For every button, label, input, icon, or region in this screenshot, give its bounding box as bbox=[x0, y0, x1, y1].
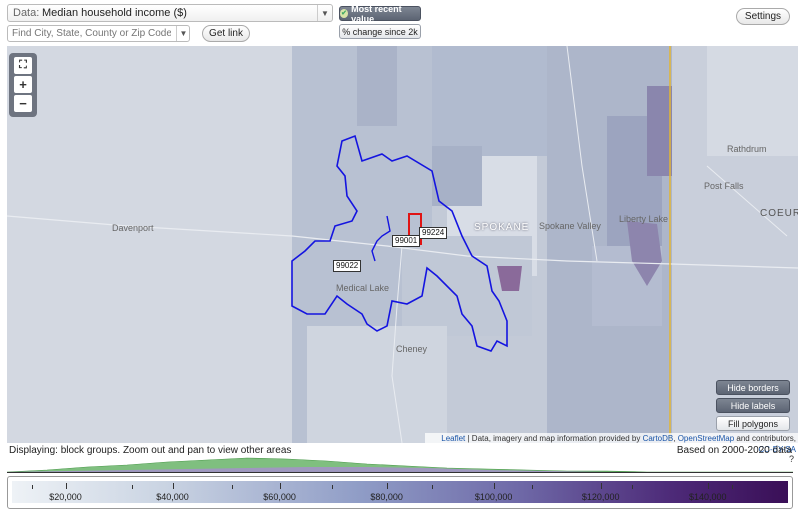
legend-tick bbox=[493, 483, 495, 489]
legend-gradient bbox=[12, 481, 788, 503]
map-attribution: Leaflet | Data, imagery and map informat… bbox=[425, 433, 798, 454]
legend-minor-tick bbox=[332, 485, 333, 489]
zip-label-99224[interactable]: 99224 bbox=[419, 227, 448, 239]
map-label-medical-lake: Medical Lake bbox=[336, 283, 390, 293]
zoom-control: ⛶ + − bbox=[9, 53, 37, 117]
fill-polygons-button[interactable]: Fill polygons bbox=[716, 416, 790, 431]
legend-minor-tick bbox=[632, 485, 633, 489]
help-icon[interactable]: ? bbox=[789, 454, 795, 464]
legend-minor-tick bbox=[232, 485, 233, 489]
legend-tick bbox=[386, 483, 388, 489]
zoom-out-button[interactable]: − bbox=[14, 95, 32, 112]
attribution-text-2: , bbox=[673, 434, 678, 443]
zoom-in-button[interactable]: + bbox=[14, 76, 32, 93]
map-layer bbox=[7, 46, 798, 443]
map-label-post-falls: Post Falls bbox=[704, 181, 744, 191]
legend-minor-tick bbox=[432, 485, 433, 489]
map-view[interactable]: Davenport SPOKANE Spokane Valley Medical… bbox=[7, 46, 798, 443]
map-label-cheney: Cheney bbox=[396, 344, 428, 354]
chevron-down-icon[interactable]: ▼ bbox=[317, 5, 332, 21]
attribution-text-3: and contributors, bbox=[734, 434, 796, 443]
hide-borders-button[interactable]: Hide borders bbox=[716, 380, 790, 395]
percent-change-toggle[interactable]: % change since 2k bbox=[339, 24, 421, 39]
attribution-text-1: | Data, imagery and map information prov… bbox=[465, 434, 643, 443]
map-label-liberty-lake: Liberty Lake bbox=[619, 214, 669, 224]
legend-tick-label: $80,000 bbox=[370, 492, 403, 502]
data-select-label: Data: bbox=[13, 7, 40, 19]
legend-tick-label: $100,000 bbox=[474, 492, 513, 502]
settings-button[interactable]: Settings bbox=[736, 8, 790, 25]
map-label-coeur: COEUR bbox=[760, 208, 798, 219]
legend-tick bbox=[172, 483, 174, 489]
legend-minor-tick bbox=[132, 485, 133, 489]
legend-tick bbox=[65, 483, 67, 489]
map-label-spokane-valley: Spokane Valley bbox=[539, 221, 601, 231]
distribution-histogram bbox=[7, 457, 793, 473]
based-on-status: Based on 2000-2020 data bbox=[676, 445, 792, 456]
license-link[interactable]: CC-BY-SA bbox=[758, 445, 797, 454]
legend-minor-tick bbox=[732, 485, 733, 489]
legend-tick bbox=[279, 483, 281, 489]
fullscreen-button[interactable]: ⛶ bbox=[14, 57, 32, 74]
osm-link[interactable]: OpenStreetMap bbox=[677, 434, 735, 443]
legend-tick-label: $60,000 bbox=[263, 492, 296, 502]
legend-tick-label: $20,000 bbox=[49, 492, 82, 502]
search-dropdown-icon[interactable]: ▼ bbox=[176, 26, 190, 41]
check-icon: ✔ bbox=[340, 9, 349, 18]
leaflet-link[interactable]: Leaflet bbox=[441, 434, 466, 443]
map-label-rathdrum: Rathdrum bbox=[727, 144, 767, 154]
zip-label-99022[interactable]: 99022 bbox=[333, 260, 362, 272]
legend-tick-label: $120,000 bbox=[581, 492, 620, 502]
legend-tick bbox=[707, 483, 709, 489]
map-label-spokane: SPOKANE bbox=[474, 222, 530, 233]
legend-minor-tick bbox=[532, 485, 533, 489]
most-recent-toggle[interactable]: ✔ Most recent value bbox=[339, 3, 421, 24]
data-select-value: Median household income ($) bbox=[42, 7, 187, 19]
displaying-status: Displaying: block groups. Zoom out and p… bbox=[9, 445, 292, 456]
zip-label-99001[interactable]: 99001 bbox=[392, 235, 421, 247]
legend-tick bbox=[600, 483, 602, 489]
data-select[interactable]: Data: Median household income ($) ▼ bbox=[7, 4, 333, 22]
legend-tick-label: $40,000 bbox=[156, 492, 189, 502]
map-label-davenport: Davenport bbox=[112, 223, 154, 233]
most-recent-label: Most recent value bbox=[351, 3, 402, 24]
hide-labels-button[interactable]: Hide labels bbox=[716, 398, 790, 413]
legend-minor-tick bbox=[32, 485, 33, 489]
get-link-button[interactable]: Get link bbox=[202, 25, 250, 42]
color-legend: $20,000 $40,000 $60,000 $80,000 $100,000 $120… bbox=[7, 476, 793, 509]
legend-tick-label: $140,000 bbox=[688, 492, 727, 502]
cartodb-link[interactable]: CartoDB bbox=[642, 434, 674, 443]
top-toolbar: Data: Median household income ($) ▼ ▼ Ge… bbox=[0, 0, 800, 46]
search-input[interactable] bbox=[7, 25, 190, 42]
